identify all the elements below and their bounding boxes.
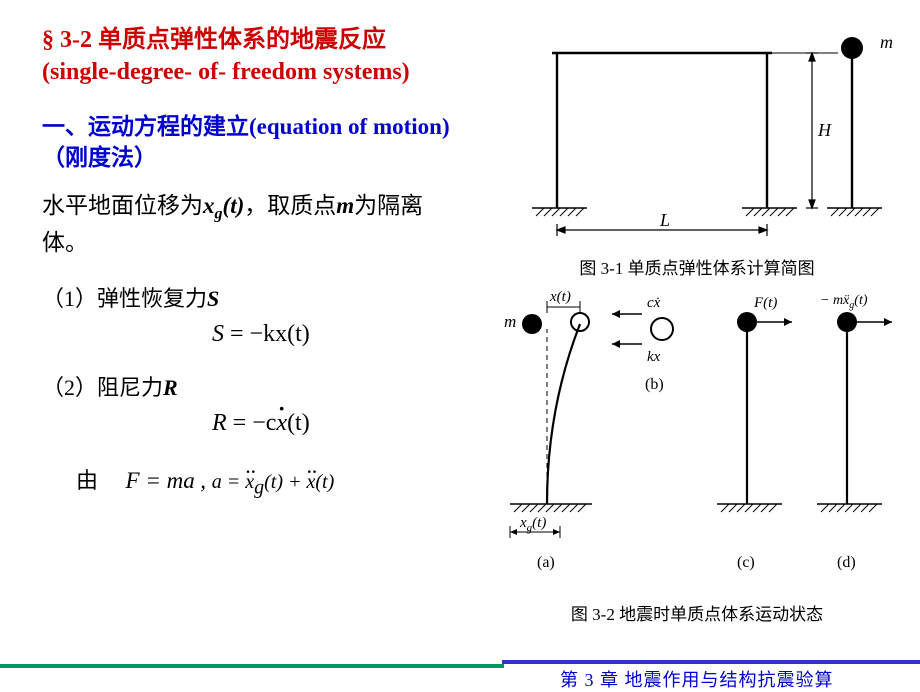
formula-S: S = −kx(t) (212, 321, 462, 348)
figure-3-2: m x(t) (492, 289, 902, 589)
formula-R: R = −cx(t) (212, 410, 462, 437)
svg-text:H: H (817, 120, 832, 140)
section-title-line2: (single-degree- of- freedom systems) (42, 56, 462, 88)
svg-text:L: L (659, 210, 670, 230)
svg-text:− mẍg(t): − mẍg(t) (820, 293, 868, 311)
item-1-label: （1）弹性恢复力S (42, 281, 462, 313)
figure-3-1-caption: 图 3-1 单质点弹性体系计算简图 (492, 254, 902, 279)
svg-text:m: m (504, 312, 516, 331)
svg-text:xg(t): xg(t) (519, 515, 546, 534)
svg-text:x(t): x(t) (549, 289, 571, 305)
svg-text:F(t): F(t) (753, 295, 777, 311)
svg-text:m: m (880, 32, 893, 52)
final-equation: 由 F = ma , a = xg(t) + x(t) (42, 463, 542, 499)
body-paragraph: 水平地面位移为xg(t)，取质点m为隔离体。 (42, 189, 462, 259)
svg-text:kx: kx (647, 349, 661, 365)
figure-3-2-caption: 图 3-2 地震时单质点体系运动状态 (492, 600, 902, 625)
svg-text:(a): (a) (537, 554, 555, 571)
footer-chapter-label: 第 3 章 地震作用与结构抗震验算 (560, 666, 834, 692)
figure-3-1: L m H (492, 18, 902, 243)
subsection-title: 一、运动方程的建立(equation of motion)（刚度法） (42, 111, 462, 173)
svg-text:(d): (d) (837, 554, 856, 571)
svg-text:cẋ: cẋ (647, 295, 661, 311)
section-title-line1: § 3-2 单质点弹性体系的地震反应 (42, 24, 462, 56)
svg-text:(b): (b) (645, 376, 664, 393)
svg-text:(c): (c) (737, 554, 755, 571)
item-2-label: （2）阻尼力R (42, 370, 462, 402)
